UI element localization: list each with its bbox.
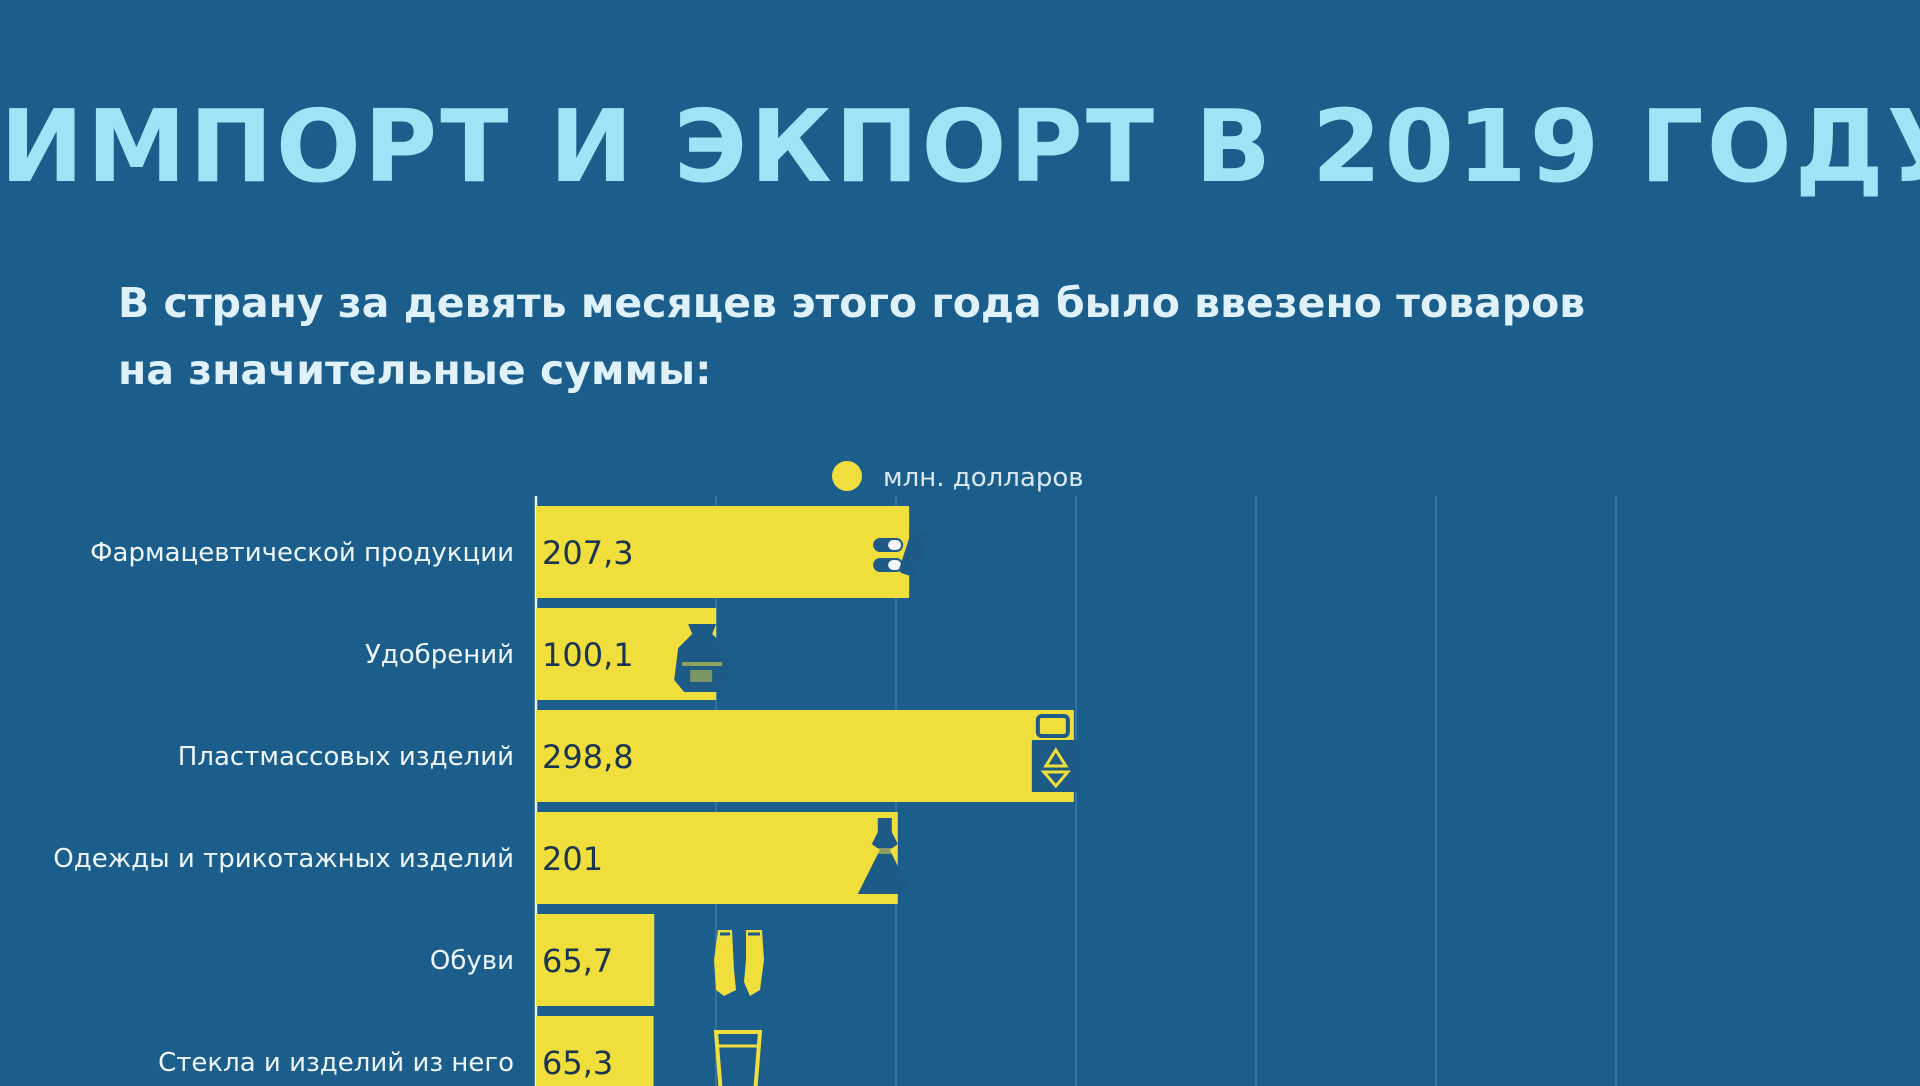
category-label: Стекла и изделий из него (158, 1048, 514, 1078)
bar (536, 1016, 654, 1086)
category-label: Одежды и трикотажных изделий (53, 844, 514, 874)
page-subtitle: В страну за девять месяцев этого года бы… (118, 270, 1718, 404)
category-label: Фармацевтической продукции (90, 538, 514, 568)
subtitle-line-1: В страну за девять месяцев этого года бы… (118, 279, 1586, 327)
bar (536, 812, 898, 904)
glass-icon (713, 1030, 763, 1086)
value-label: 65,3 (542, 1044, 613, 1082)
category-label: Обуви (430, 946, 514, 976)
legend-label: млн. долларов (883, 463, 1084, 493)
category-label: Удобрений (365, 640, 514, 670)
bar (536, 710, 1074, 802)
subtitle-line-2: на значительные суммы: (118, 346, 712, 394)
value-label: 100,1 (542, 636, 634, 674)
bar (536, 914, 655, 1006)
fertilizer-sack-icon (674, 624, 731, 692)
legend-marker (832, 461, 862, 491)
page-title: ИМПОРТ И ЭКПОРТ В 2019 ГОДУ (0, 88, 1920, 205)
category-label: Пластмассовых изделий (178, 742, 514, 772)
bar (536, 506, 910, 598)
dress-icon (857, 818, 912, 894)
value-label: 298,8 (542, 738, 634, 776)
value-label: 207,3 (542, 534, 634, 572)
pills-icon (873, 529, 929, 577)
plastic-recycle-icon (1031, 714, 1080, 792)
shoes-icon (714, 930, 764, 996)
value-label: 65,7 (542, 942, 613, 980)
value-label: 201 (542, 840, 603, 878)
